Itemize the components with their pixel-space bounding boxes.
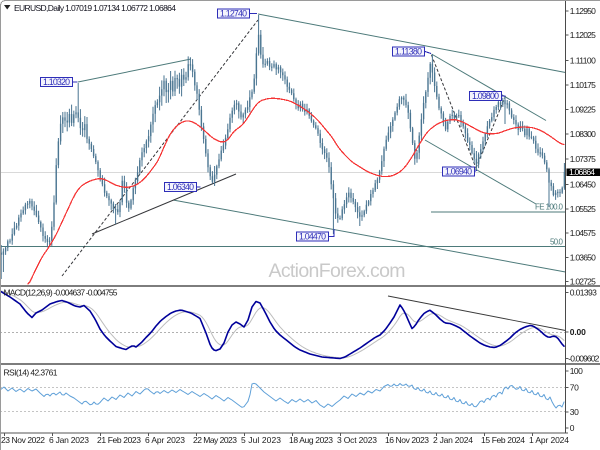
svg-text:1.05525: 1.05525 <box>570 204 596 214</box>
svg-text:70: 70 <box>570 382 579 392</box>
svg-text:0.00: 0.00 <box>570 327 586 337</box>
svg-text:EURUSD,Daily 1.07019 1.07134: EURUSD,Daily 1.07019 1.07134 1.06772 1.0… <box>14 3 176 13</box>
svg-text:1.12740: 1.12740 <box>220 8 247 18</box>
svg-text:1.10320: 1.10320 <box>43 77 70 87</box>
svg-text:15 Feb 2024: 15 Feb 2024 <box>481 435 525 445</box>
svg-text:1.10175: 1.10175 <box>570 80 596 90</box>
svg-text:1.06864: 1.06864 <box>569 167 595 177</box>
svg-text:0: 0 <box>570 423 575 433</box>
svg-text:0.01393: 0.01393 <box>570 287 597 297</box>
svg-text:1.09800: 1.09800 <box>472 91 499 101</box>
svg-text:MACD(12,26,9) -0.004637 -0.004: MACD(12,26,9) -0.004637 -0.004755 <box>4 288 118 298</box>
svg-text:1.09225: 1.09225 <box>570 104 596 114</box>
svg-text:-0.009602: -0.009602 <box>568 353 599 363</box>
svg-text:30: 30 <box>570 407 579 417</box>
svg-text:21 Feb 2023: 21 Feb 2023 <box>97 435 141 445</box>
svg-text:1.08300: 1.08300 <box>570 129 596 139</box>
svg-text:1.04470: 1.04470 <box>299 231 326 241</box>
svg-text:1.12025: 1.12025 <box>570 30 596 40</box>
svg-text:16 Nov 2023: 16 Nov 2023 <box>385 435 429 445</box>
svg-text:6 Jan 2023: 6 Jan 2023 <box>49 435 89 445</box>
svg-text:1.12950: 1.12950 <box>570 6 596 16</box>
svg-text:1.07375: 1.07375 <box>570 154 596 164</box>
svg-text:1.06340: 1.06340 <box>167 182 194 192</box>
svg-text:23 Nov 2022: 23 Nov 2022 <box>1 435 45 445</box>
svg-text:ActionForex.com: ActionForex.com <box>269 260 406 282</box>
svg-text:100: 100 <box>570 366 583 376</box>
svg-text:22 May 2023: 22 May 2023 <box>193 435 237 445</box>
svg-text:18 Aug 2023: 18 Aug 2023 <box>289 435 333 445</box>
svg-text:1.11100: 1.11100 <box>570 55 596 65</box>
svg-text:1.04575: 1.04575 <box>570 228 596 238</box>
svg-text:1.06450: 1.06450 <box>570 179 596 189</box>
svg-text:1.03650: 1.03650 <box>570 252 596 262</box>
svg-text:1 Apr 2024: 1 Apr 2024 <box>529 435 569 445</box>
svg-text:2 Jan 2024: 2 Jan 2024 <box>433 435 473 445</box>
svg-text:1.02725: 1.02725 <box>570 276 596 286</box>
svg-text:1.06940: 1.06940 <box>445 166 472 176</box>
svg-text:3 Oct 2023: 3 Oct 2023 <box>337 435 377 445</box>
svg-text:1.11380: 1.11380 <box>395 46 422 56</box>
svg-text:RSI(14) 42.3761: RSI(14) 42.3761 <box>4 368 58 378</box>
svg-text:5 Jul 2023: 5 Jul 2023 <box>241 435 281 445</box>
svg-text:6 Apr 2023: 6 Apr 2023 <box>145 435 185 445</box>
svg-text:50.0: 50.0 <box>550 238 564 247</box>
